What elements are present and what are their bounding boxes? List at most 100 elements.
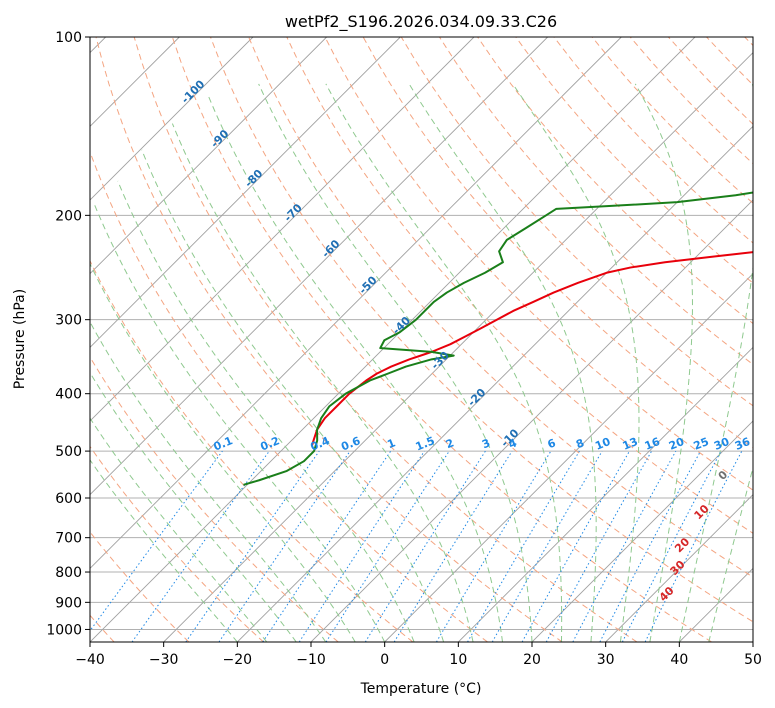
isotherm-label: -80 [242,167,265,190]
isotherm-line [605,494,753,642]
isotherm-line [531,420,753,642]
y-tick-label: 400 [55,387,82,403]
dry-adiabat-line [515,37,753,284]
isotherm-label: -20 [465,386,488,409]
isotherm-line [90,37,475,422]
isotherm-line [90,37,696,642]
isotherm-label: -100 [179,77,208,106]
mixing-ratio-line [298,450,425,642]
y-tick-label: 300 [55,313,82,329]
mixing-ratio-line [545,450,653,642]
dry-adiabat-line [286,37,753,534]
x-axis-title: Temperature (°C) [360,681,482,697]
x-tick-label: −40 [75,652,105,668]
dry-adiabat-line [90,150,488,642]
moist-adiabat-line [408,83,597,642]
dry-adiabat-line [210,37,753,623]
x-tick-label: −10 [296,652,326,668]
moist-adiabat-line [92,201,386,642]
y-tick-label: 200 [55,208,82,224]
plot-frame [89,36,754,643]
isotherm-line [90,37,254,201]
y-tick-label: 1000 [46,622,82,638]
dry-adiabat-line [90,356,339,642]
isotherm-label: -40 [390,314,413,337]
y-tick-label: 800 [55,565,82,581]
moist-adiabat-line [512,83,640,642]
dry-adiabat-line [706,37,753,86]
y-tick-label: 500 [55,444,82,460]
x-tick-label: 10 [449,652,467,668]
isotherm-line [90,37,401,348]
isotherm-line [752,641,753,642]
moist-adiabat-line [634,83,693,642]
y-tick-label: 100 [55,30,82,46]
mixing-ratio-line [131,450,270,642]
y-axis-title: Pressure (hPa) [12,289,28,389]
x-tick-label: 0 [380,652,389,668]
isotherm-label: -90 [208,127,231,150]
mixing-ratio-line [185,450,320,642]
isotherm-line [90,37,327,275]
moist-adiabat-line [171,123,474,642]
x-tick-label: 20 [523,652,541,668]
mixing-ratio-line [325,450,450,642]
isotherm-line [163,52,753,642]
axis-ticks: −40 −30 −20 −10 0 10 20 30 40 5010020030040050060… [46,30,762,668]
isotherm-line [90,37,622,569]
dewpoint-profile-line [243,191,753,486]
moist-adiabat-label: 30 [668,558,688,578]
isotherm-label: -70 [282,201,305,224]
moist-adiabat-line [90,320,327,642]
mixing-ratio-label: 10 [593,435,612,453]
dry-adiabat-line [90,259,414,642]
mixing-ratio-label: 2 [444,436,456,451]
moist-adiabat-line [207,94,504,642]
dry-adiabat-line [248,37,753,578]
mixing-ratio-line [521,450,630,642]
moist-adiabat-line [90,417,268,642]
isotherm-label: -60 [319,237,342,260]
y-tick-label: 600 [55,491,82,507]
moist-adiabat-line [90,262,356,642]
dry-adiabat-line [744,37,753,47]
dry-adiabat-line [90,531,190,642]
isotherm-line [679,567,753,642]
y-tick-label: 900 [55,595,82,611]
moist-adiabat-line [117,180,415,642]
mixing-ratio-label: 16 [643,435,662,453]
moist-adiabat-label: 0 [716,468,731,483]
mixing-ratio-line [393,450,513,642]
x-tick-label: −20 [223,652,253,668]
mixing-ratio-line [572,450,677,642]
dry-adiabat-line [553,37,753,244]
moist-adiabat-line [708,465,753,642]
x-tick-label: 50 [744,652,762,668]
x-tick-label: 40 [670,652,688,668]
moist-adiabat-line [141,149,445,642]
y-tick-label: 700 [55,531,82,547]
dry-adiabat-line [95,37,563,642]
mixing-ratio-line [218,450,351,642]
dry-adiabat-line [324,37,753,491]
isotherm-line [237,125,753,642]
background-lines [90,37,753,642]
mixing-ratio-line [467,450,580,642]
mixing-ratio-label: 20 [667,435,686,453]
isotherm-line [384,273,753,642]
isotherm-line [90,37,548,496]
moist-adiabat-line [678,83,753,642]
mixing-ratio-label: 8 [574,436,586,451]
mixing-ratio-label: 13 [621,435,640,453]
mixing-ratio-line [364,450,486,642]
isotherm-line [458,346,753,642]
moist-adiabat-line [90,371,297,642]
temperature-profile-line [310,251,753,447]
dry-adiabat-line [171,37,712,642]
moist-adiabat-line [258,83,533,642]
moist-adiabat-line [90,459,238,642]
isotherm-line [310,199,753,642]
profile-lines [243,191,753,486]
dry-adiabat-line [90,445,264,642]
